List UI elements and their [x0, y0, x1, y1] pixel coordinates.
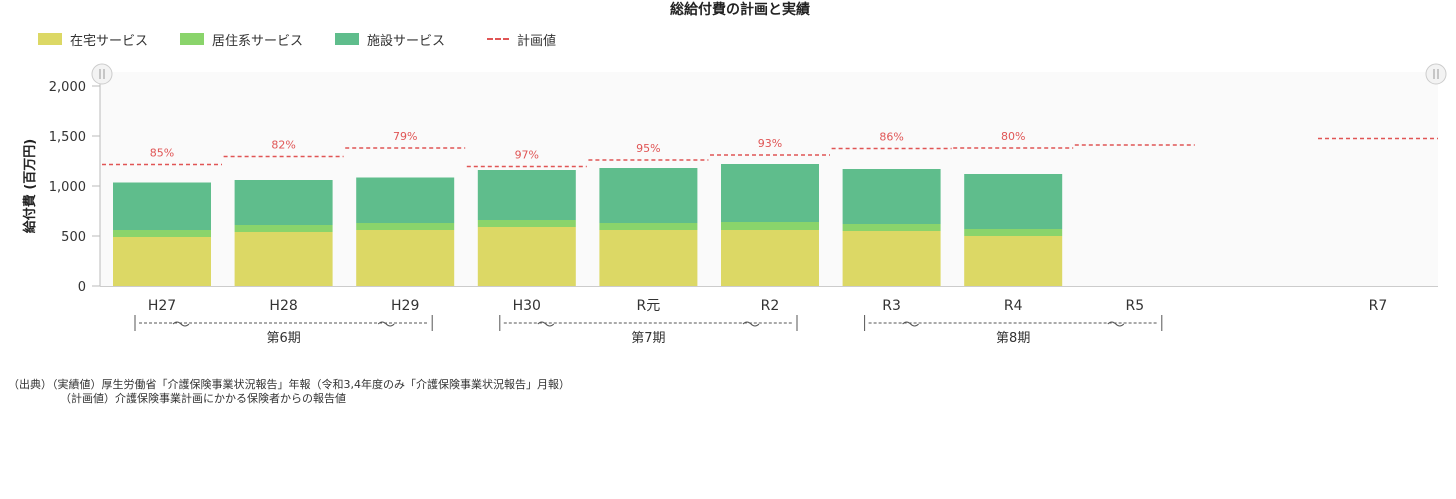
bar-segment: [721, 164, 819, 222]
period-label: 第6期: [266, 331, 300, 346]
source-note: （出典）（実績値）厚生労働省「介護保険事業状況報告」年報（令和3,4年度のみ「介…: [8, 378, 570, 406]
bar-segment: [721, 222, 819, 230]
ratio-label: 95%: [636, 142, 660, 155]
chart-canvas: 0 500 1,000 1,500 2,000 給付費 (百万円) 85% 82% 79% 97%…: [22, 63, 1447, 346]
y-tick-label: 1,500: [49, 130, 86, 145]
bar-segment: [842, 224, 941, 231]
scroll-handle-right-icon: [1425, 63, 1447, 85]
y-tick-label: 1,000: [49, 180, 86, 195]
x-tick-label: H29: [391, 298, 419, 314]
bar-segment: [113, 237, 211, 286]
x-tick-label: R4: [1004, 298, 1023, 314]
tilde-icon: [902, 321, 919, 327]
bar-segment: [113, 230, 211, 237]
ratio-label: 85%: [150, 147, 174, 160]
tilde-icon: [742, 321, 760, 327]
legend: 在宅サービス 居住系サービス 施設サービス 計画値: [38, 30, 588, 49]
legend-swatch-shisetsu: [335, 33, 360, 45]
bar-segment: [842, 169, 941, 224]
ratio-label: 82%: [271, 139, 295, 152]
bar-segment: [356, 223, 455, 230]
bar-segment: [113, 182, 211, 230]
ratio-label: 93%: [758, 137, 782, 150]
chart-title: 総給付費の計画と実績: [670, 2, 810, 18]
tilde-icon: [537, 321, 555, 327]
scroll-handle-left-icon: [91, 63, 113, 85]
bar-segment: [721, 230, 819, 286]
bar-segment: [599, 223, 698, 230]
y-axis-title: 給付費 (百万円): [22, 139, 38, 233]
bar-segment: [599, 230, 698, 286]
x-tick-label: R2: [761, 298, 780, 314]
bar-segment: [234, 180, 333, 225]
x-tick-label: R元: [637, 298, 661, 314]
legend-item-shisetsu[interactable]: 施設サービス: [335, 30, 445, 49]
bar-segment: [477, 227, 576, 286]
legend-item-kyoju[interactable]: 居住系サービス: [180, 30, 303, 49]
tilde-icon: [377, 321, 395, 327]
legend-item-zaitaku[interactable]: 在宅サービス: [38, 30, 148, 49]
bar-segment: [599, 168, 698, 223]
ratio-label: 86%: [879, 131, 903, 144]
legend-swatch-kyoju: [180, 33, 205, 45]
legend-label-zaitaku: 在宅サービス: [70, 33, 149, 49]
x-tick-label: H28: [269, 298, 297, 314]
legend-dash-plan: [487, 38, 510, 40]
period-label: 第7期: [631, 331, 665, 346]
legend-label-plan: 計画値: [517, 33, 557, 49]
period-label: 第8期: [996, 331, 1030, 346]
source-line-2: （計画値）介護保険事業計画にかかる保険者からの報告値: [60, 392, 346, 405]
y-tick-label: 500: [61, 230, 86, 245]
x-tick-label: H27: [148, 298, 176, 314]
x-tick-label: H30: [513, 298, 541, 314]
bar-segment: [477, 170, 576, 220]
bar-segment: [964, 236, 1063, 286]
x-tick-label: R7: [1369, 298, 1388, 314]
ratio-label: 97%: [515, 149, 539, 162]
bar-segment: [964, 174, 1063, 229]
bar-segment: [477, 220, 576, 227]
legend-label-kyoju: 居住系サービス: [212, 33, 304, 49]
y-tick-label: 2,000: [49, 80, 86, 95]
y-tick-label: 0: [78, 280, 86, 295]
bar-segment: [234, 225, 333, 232]
x-tick-label: R3: [882, 298, 901, 314]
bar-segment: [356, 230, 455, 286]
bar-segment: [356, 177, 455, 223]
ratio-label: 79%: [393, 130, 417, 143]
bar-segment: [234, 232, 333, 286]
tilde-icon: [172, 321, 190, 327]
tilde-icon: [1107, 321, 1125, 327]
source-line-1: （出典）（実績値）厚生労働省「介護保険事業状況報告」年報（令和3,4年度のみ「介…: [8, 378, 570, 391]
legend-item-plan[interactable]: 計画値: [487, 30, 556, 49]
legend-swatch-zaitaku: [38, 33, 62, 45]
bar-segment: [964, 229, 1063, 236]
x-tick-label: R5: [1125, 298, 1144, 314]
legend-label-shisetsu: 施設サービス: [367, 33, 446, 49]
bar-segment: [842, 231, 941, 286]
ratio-label: 80%: [1001, 130, 1025, 143]
